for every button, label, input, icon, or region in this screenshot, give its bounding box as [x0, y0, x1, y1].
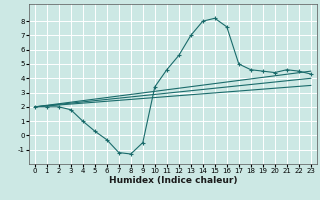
X-axis label: Humidex (Indice chaleur): Humidex (Indice chaleur)	[108, 176, 237, 185]
